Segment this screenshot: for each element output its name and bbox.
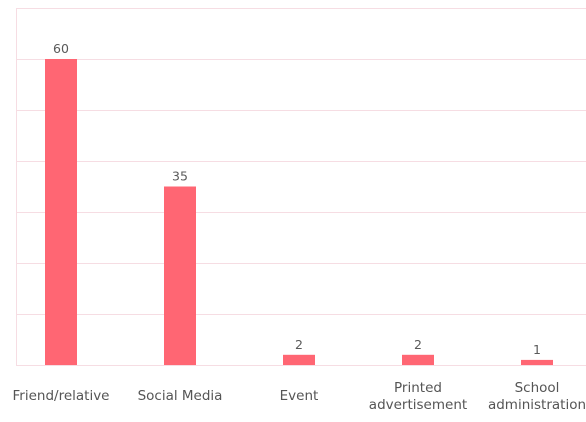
bar-value-label: 2	[295, 337, 303, 352]
category-label-line: School	[515, 380, 560, 396]
category-label-line: advertisement	[369, 397, 467, 413]
bar	[402, 354, 434, 365]
bars: 60 35 2 2 1	[45, 41, 553, 365]
bar	[521, 359, 553, 365]
bar	[164, 186, 196, 365]
gridlines	[16, 8, 586, 366]
category-label-line: administration	[488, 397, 586, 413]
bar-value-label: 1	[533, 342, 541, 357]
category-label: School administration	[488, 380, 586, 413]
category-labels: Friend/relative Social Media Event Printed a…	[13, 380, 586, 413]
bar	[283, 354, 315, 365]
category-label: Event	[280, 388, 319, 404]
category-label-line: Printed	[394, 380, 442, 396]
category-label: Friend/relative	[13, 388, 110, 404]
category-label: Social Media	[138, 388, 223, 404]
bar	[45, 59, 77, 365]
bar-value-label: 60	[53, 41, 69, 56]
bar-value-label: 35	[172, 169, 188, 184]
category-label: Printed advertisement	[369, 380, 467, 413]
bar-value-label: 2	[414, 337, 422, 352]
